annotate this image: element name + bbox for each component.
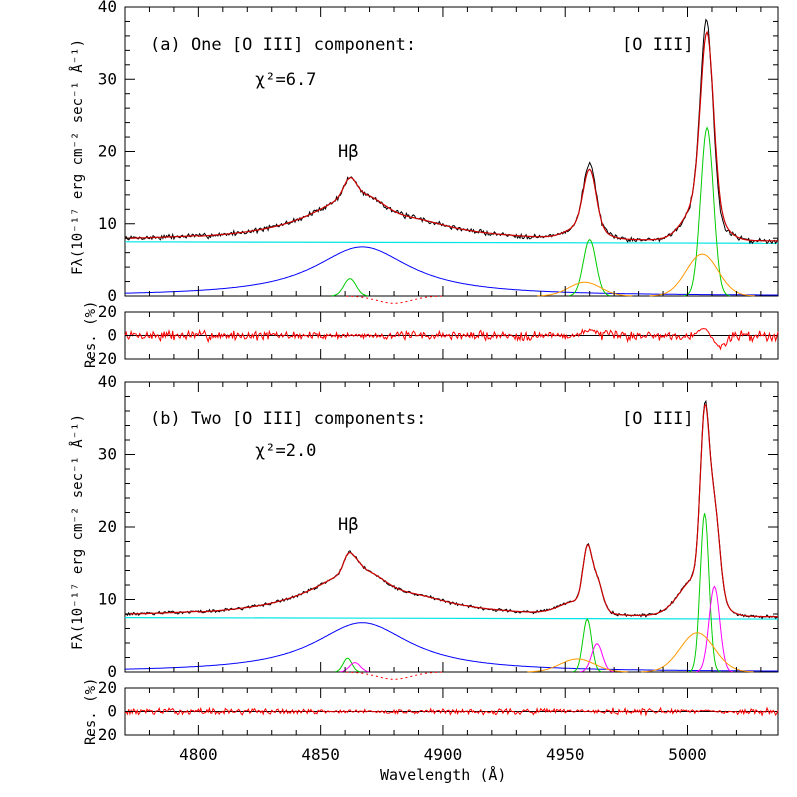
- y-axis-label-res-b: Res. (%): [83, 678, 99, 745]
- observed-spectrum: [124, 399, 779, 620]
- x-tick-label: 4900: [424, 745, 463, 764]
- panel-a-chi2: χ²=6.7: [255, 70, 316, 90]
- x-axis-label: Wavelength (Å): [380, 765, 506, 784]
- y-axis-label-a: Fλ(10⁻¹⁷ erg cm⁻² sec⁻¹ Å⁻¹): [69, 39, 86, 275]
- panel-b-plot: [124, 399, 779, 680]
- panel-a: 0 10 20 30 40 (a) One [O III] component: χ²=…: [98, 0, 779, 305]
- component-narrow-h-: [331, 278, 369, 297]
- panel-a-residual: -20 0 20: [88, 302, 779, 368]
- component-h-second: [340, 662, 370, 673]
- component--o-iii-5007-wing: [641, 632, 754, 673]
- observed-spectrum: [124, 18, 779, 245]
- component--o-iii-4959-wing: [537, 281, 633, 297]
- res-tick-label: -20: [88, 349, 117, 368]
- component-broad-h-: [124, 622, 778, 672]
- x-tick-label: 4850: [301, 745, 340, 764]
- panel-b-hbeta-label: Hβ: [338, 515, 358, 535]
- component-absorption: [346, 295, 442, 304]
- y-tick-label: 20: [98, 517, 117, 536]
- panel-a-plot: [124, 18, 779, 304]
- y-tick-label: 30: [98, 69, 117, 88]
- model-fit: [124, 403, 778, 618]
- component--o-iii-5007-narrow: [688, 513, 721, 673]
- panel-b-residual-y-ticks: -20 0 20: [88, 678, 762, 744]
- y-tick-label: 40: [98, 372, 117, 391]
- y-axis-label-res-a: Res. (%): [83, 301, 99, 368]
- panel-b-residual: -20 0 20: [88, 678, 779, 744]
- panel-b-residual-plot: [124, 706, 779, 717]
- res-tick-label: 0: [107, 702, 117, 721]
- y-tick-label: 0: [107, 286, 117, 305]
- panel-b-title: (b) Two [O III] components:: [150, 409, 426, 429]
- y-tick-label: 10: [98, 590, 117, 609]
- res-tick-label: 20: [98, 302, 117, 321]
- component-absorption: [346, 671, 442, 680]
- y-tick-label: 0: [107, 662, 117, 681]
- panel-a-residual-plot: [124, 328, 779, 351]
- panel-b-oiii-label: [O III]: [622, 409, 694, 429]
- res-tick-label: -20: [88, 725, 117, 744]
- res-tick-label: 0: [107, 326, 117, 345]
- y-axis-label-b: Fλ(10⁻¹⁷ erg cm⁻² sec⁻¹ Å⁻¹): [69, 414, 86, 650]
- res-tick-label: 20: [98, 678, 117, 697]
- panel-a-hbeta-label: Hβ: [338, 142, 358, 162]
- y-tick-label: 10: [98, 214, 117, 233]
- panel-b: 0 10 20 30 40 (b) Two [O III] components: χ²…: [98, 372, 779, 681]
- component-broad-h-: [124, 246, 778, 296]
- x-tick-label: 4800: [179, 745, 218, 764]
- residual-curve: [124, 328, 779, 351]
- continuum-line: [124, 617, 779, 620]
- component--o-iii-4959-wing: [527, 658, 628, 673]
- x-tick-label: 4950: [546, 745, 585, 764]
- continuum-line: [124, 241, 779, 244]
- component--o-iii-5007-second: [696, 585, 733, 673]
- panel-a-residual-y-ticks: -20 0 20: [88, 302, 762, 368]
- component--o-iii-4959-second: [579, 643, 615, 673]
- component--o-iii-4959-narrow: [568, 238, 611, 297]
- panel-b-chi2: χ²=2.0: [255, 441, 316, 461]
- component-narrow-h-: [335, 657, 360, 673]
- panel-a-y-ticks: 0 10 20 30 40: [98, 0, 778, 305]
- model-fit: [124, 30, 779, 242]
- panel-a-title: (a) One [O III] component:: [150, 35, 416, 55]
- component--o-iii-5007-narrow: [683, 126, 731, 297]
- y-tick-label: 30: [98, 445, 117, 464]
- panel-b-y-ticks: 0 10 20 30 40: [98, 372, 778, 681]
- y-tick-label: 20: [98, 142, 117, 161]
- component--o-iii-5007-wing: [649, 253, 755, 297]
- y-tick-label: 40: [98, 0, 117, 16]
- residual-curve: [124, 706, 779, 717]
- x-tick-label: 5000: [668, 745, 707, 764]
- x-tick-labels: 4800 4850 4900 4950 5000: [179, 745, 707, 764]
- component--o-iii-4959-narrow: [572, 618, 603, 673]
- panel-a-oiii-label: [O III]: [622, 35, 694, 55]
